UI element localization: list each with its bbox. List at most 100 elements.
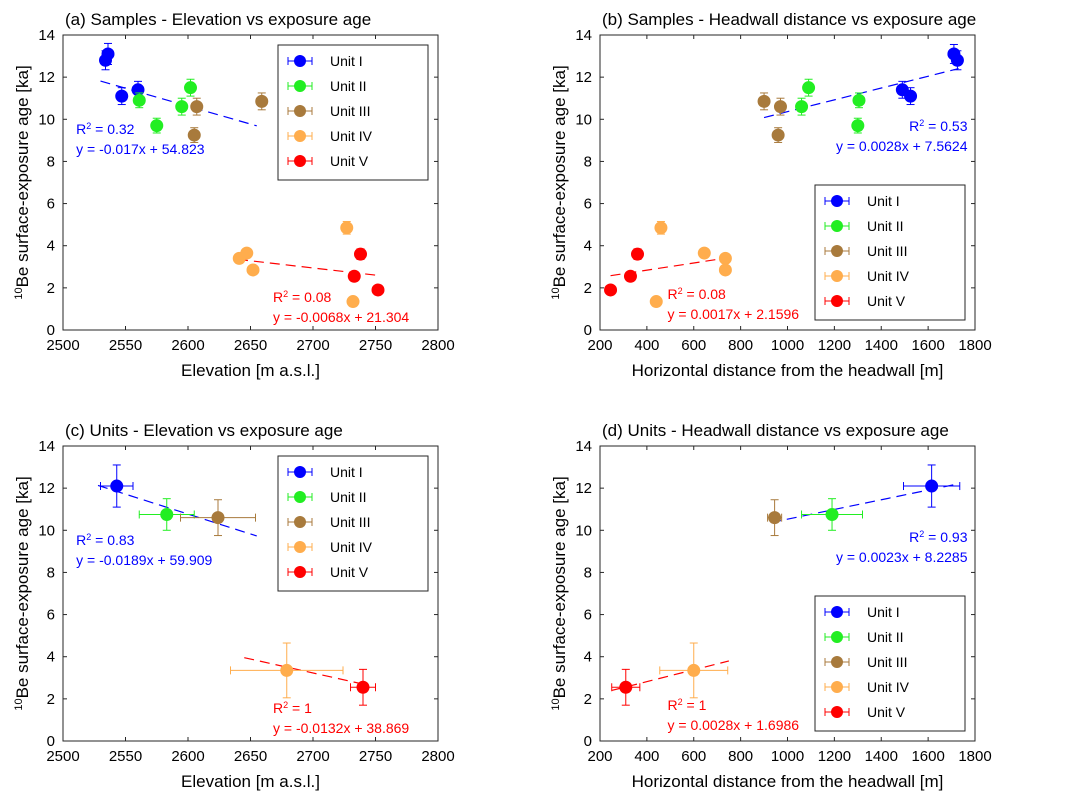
r-squared-value: = 0.08 — [288, 289, 331, 305]
x-tick-label: 2800 — [421, 337, 454, 354]
legend-label: Unit II — [330, 489, 367, 505]
legend-label: Unit V — [330, 153, 369, 169]
legend-item: Unit I — [824, 193, 900, 209]
legend-label: Unit III — [330, 514, 370, 530]
r-squared-value: = 0.93 — [924, 529, 967, 545]
marker — [802, 81, 816, 95]
y-tick-label: 4 — [584, 238, 592, 255]
x-tick-label: 2700 — [296, 337, 329, 354]
r-squared-symbol: R — [76, 532, 86, 548]
legend-item: Unit II — [824, 629, 904, 645]
r-squared-label: R2 = 0.93 — [909, 529, 968, 545]
data-point — [802, 78, 816, 97]
y-tick-label: 6 — [584, 607, 592, 624]
legend-marker — [294, 130, 306, 142]
chart-panel-b: (b) Samples - Headwall distance vs expos… — [550, 10, 992, 380]
y-tick-label: 0 — [584, 733, 592, 750]
marker — [347, 269, 361, 283]
data-point — [659, 642, 729, 699]
y-tick-label: 14 — [38, 438, 55, 455]
x-tick-label: 1200 — [818, 337, 851, 354]
y-tick-label: 0 — [584, 322, 592, 339]
x-tick-label: 1000 — [771, 748, 804, 765]
x-tick-label: 2650 — [234, 337, 267, 354]
fit-equation: y = 0.0023x + 8.2285 — [836, 549, 968, 565]
y-tick-label: 0 — [47, 322, 55, 339]
legend: Unit I Unit II Unit III Unit IV Unit V — [814, 595, 966, 732]
legend-item: Unit II — [824, 218, 904, 234]
legend-marker — [294, 155, 306, 167]
data-point — [101, 42, 115, 65]
legend-item: Unit IV — [824, 679, 910, 695]
data-point — [631, 247, 644, 261]
x-tick-label: 1000 — [771, 337, 804, 354]
data-point — [255, 92, 269, 111]
marker — [697, 246, 711, 260]
marker — [110, 479, 124, 493]
legend-label: Unit I — [330, 464, 363, 480]
marker — [687, 663, 701, 677]
legend: Unit I Unit II Unit III Unit IV Unit V — [814, 184, 966, 321]
x-tick-label: 1600 — [911, 337, 944, 354]
y-axis-label-main: Be surface-exposure age [ka] — [13, 65, 32, 287]
marker — [187, 128, 201, 142]
legend-label: Unit III — [330, 103, 370, 119]
y-tick-label: 2 — [47, 691, 55, 708]
y-tick-label: 10 — [575, 111, 592, 128]
legend-label: Unit IV — [867, 268, 910, 284]
legend-label: Unit V — [330, 564, 369, 580]
x-tick-label: 400 — [634, 337, 659, 354]
x-tick-label: 2700 — [296, 748, 329, 765]
r-squared-value: = 1 — [288, 700, 312, 716]
y-axis-label: 10Be surface-exposure age [ka] — [550, 65, 569, 299]
legend-marker — [831, 295, 843, 307]
legend-item: Unit I — [287, 464, 363, 480]
x-tick-label: 1200 — [818, 748, 851, 765]
marker — [160, 507, 174, 521]
y-tick-label: 12 — [38, 480, 55, 497]
r-squared-superscript: 2 — [283, 700, 288, 710]
marker — [773, 100, 787, 114]
fit-equation: y = 0.0017x + 2.1596 — [668, 306, 800, 322]
y-tick-label: 14 — [575, 438, 592, 455]
fit-equation: y = -0.0068x + 21.304 — [273, 309, 409, 325]
fit-equation: y = 0.0028x + 7.5624 — [836, 138, 968, 154]
y-tick-label: 10 — [38, 111, 55, 128]
data-point — [354, 247, 367, 261]
y-axis-label: 10Be surface-exposure age [ka] — [13, 65, 32, 299]
chart-panel-a: (a) Samples - Elevation vs exposure age 2… — [13, 10, 455, 380]
marker — [718, 251, 732, 265]
marker — [340, 221, 354, 235]
legend-item: Unit II — [287, 489, 367, 505]
y-tick-label: 2 — [47, 280, 55, 297]
marker — [604, 283, 618, 297]
r-squared-superscript: 2 — [678, 286, 683, 296]
data-point — [697, 246, 711, 260]
chart-panel-c: (c) Units - Elevation vs exposure age 250… — [13, 421, 455, 791]
data-point — [950, 50, 964, 71]
r-squared-symbol: R — [76, 121, 86, 137]
legend-item: Unit III — [287, 103, 370, 119]
y-tick-label: 10 — [38, 522, 55, 539]
legend-marker — [294, 55, 306, 67]
legend-item: Unit III — [824, 654, 907, 670]
legend-marker — [831, 245, 843, 257]
legend-item: Unit I — [287, 53, 363, 69]
legend-marker — [294, 105, 306, 117]
r-squared-value: = 0.08 — [683, 286, 726, 302]
legend-item: Unit V — [287, 153, 369, 169]
legend-marker — [831, 270, 843, 282]
r-squared-label: R2 = 1 — [668, 697, 707, 713]
data-point — [795, 97, 809, 116]
marker — [356, 680, 370, 694]
y-tick-label: 8 — [47, 153, 55, 170]
r-squared-value: = 0.53 — [924, 118, 967, 134]
r-squared-symbol: R — [668, 697, 678, 713]
marker — [354, 247, 367, 261]
y-tick-label: 6 — [584, 196, 592, 213]
chart-panel-d: (d) Units - Headwall distance vs exposur… — [550, 421, 992, 791]
x-tick-label: 2650 — [234, 748, 267, 765]
data-point — [230, 642, 344, 699]
legend-marker — [831, 656, 843, 668]
y-tick-label: 4 — [584, 649, 592, 666]
